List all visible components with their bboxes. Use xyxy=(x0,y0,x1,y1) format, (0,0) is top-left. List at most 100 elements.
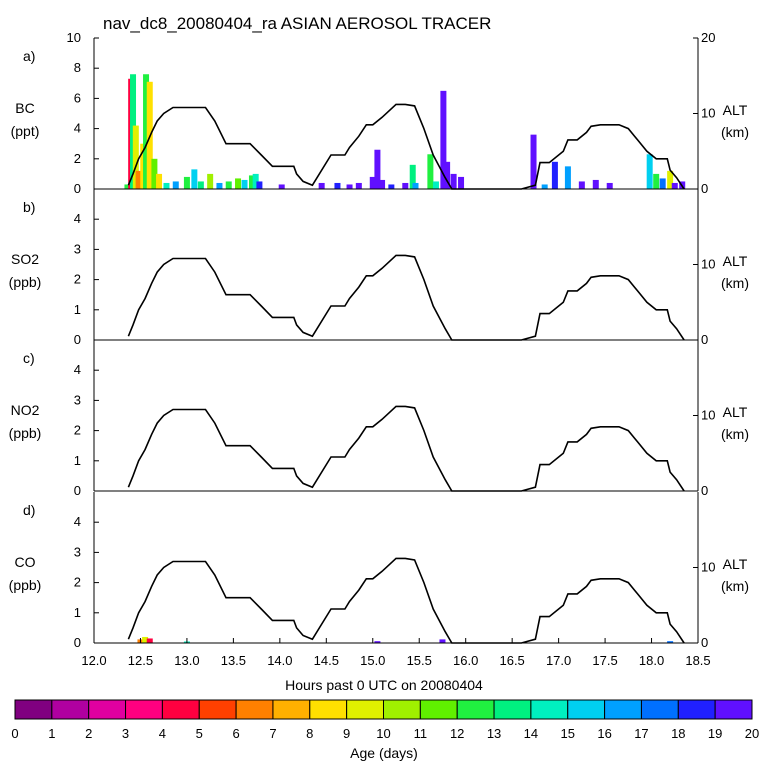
tracer-bar-a-16 xyxy=(216,182,223,189)
colorbar-tick-6: 6 xyxy=(232,726,239,741)
tracer-bar-a-49 xyxy=(653,173,660,189)
tracer-bar-a-33 xyxy=(409,164,416,189)
altitude-line-a xyxy=(127,103,685,190)
colorbar-tick-16: 16 xyxy=(597,726,611,741)
species-label-c: NO2 xyxy=(11,402,40,418)
alt-tick-label-d-0: 0 xyxy=(701,635,708,650)
tracer-bar-a-50 xyxy=(659,178,666,189)
tracer-bar-a-12 xyxy=(183,176,190,189)
y-tick-label-b-3: 3 xyxy=(74,241,81,256)
colorbar-tick-17: 17 xyxy=(634,726,648,741)
colorbar-tick-0: 0 xyxy=(11,726,18,741)
tracer-bar-a-31 xyxy=(388,184,395,189)
y-tick-label-a-4: 8 xyxy=(74,60,81,75)
tracer-bar-a-48 xyxy=(646,154,653,189)
panel-c: 0 1 2 3 4 0 10 c) NO2 (ppb) ALT (km) xyxy=(9,340,749,498)
alt-label-c: ALT xyxy=(723,404,748,420)
y-tick-label-d-0: 0 xyxy=(74,635,81,650)
x-tick-label-11: 17.5 xyxy=(592,653,617,668)
colorbar-swatch-2 xyxy=(88,699,127,720)
colorbar-tick-5: 5 xyxy=(196,726,203,741)
alt-unit-b: (km) xyxy=(721,275,749,291)
x-tick-label-4: 14.0 xyxy=(267,653,292,668)
tracer-bar-a-41 xyxy=(530,134,537,189)
x-tick-label-5: 14.5 xyxy=(314,653,339,668)
colorbar-tick-20: 20 xyxy=(745,726,759,741)
colorbar-swatch-11 xyxy=(419,699,458,720)
panel-a: 0 2 4 6 8 10 0 10 20 a) BC (ppt) ALT (km) xyxy=(11,30,749,196)
tracer-bar-a-4 xyxy=(135,170,142,189)
y-tick-label-c-4: 4 xyxy=(74,362,81,377)
unit-label-c: (ppb) xyxy=(9,425,42,441)
x-tick-label-9: 16.5 xyxy=(499,653,524,668)
tracer-bar-a-26 xyxy=(346,184,353,189)
colorbar-swatch-5 xyxy=(198,699,237,720)
x-tick-label-3: 13.5 xyxy=(221,653,246,668)
tracer-bar-a-8 xyxy=(151,158,158,189)
colorbar-tick-12: 12 xyxy=(450,726,464,741)
colorbar-swatch-8 xyxy=(309,699,348,720)
colorbar-swatch-9 xyxy=(346,699,384,720)
alt-unit-c: (km) xyxy=(721,426,749,442)
colorbar-tick-1: 1 xyxy=(48,726,55,741)
colorbar-swatch-13 xyxy=(493,699,532,720)
tracer-bar-a-9 xyxy=(156,173,163,189)
y-tick-label-b-2: 2 xyxy=(74,272,81,287)
colorbar-tick-9: 9 xyxy=(343,726,350,741)
y-tick-label-a-3: 6 xyxy=(74,90,81,105)
colorbar-tick-15: 15 xyxy=(561,726,575,741)
x-tick-label-2: 13.0 xyxy=(174,653,199,668)
y-tick-label-a-2: 4 xyxy=(74,121,81,136)
colorbar-swatch-3 xyxy=(125,699,163,720)
tracer-bar-a-25 xyxy=(334,182,341,189)
colorbar-swatch-17 xyxy=(640,699,679,720)
tracer-bar-a-44 xyxy=(564,166,571,189)
y-tick-label-c-2: 2 xyxy=(74,423,81,438)
y-tick-label-d-2: 2 xyxy=(74,575,81,590)
x-tick-label-12: 18.0 xyxy=(639,653,664,668)
colorbar-tick-8: 8 xyxy=(306,726,313,741)
alt-tick-label-b-1: 10 xyxy=(701,257,715,272)
altitude-line-d xyxy=(127,557,685,644)
tracer-bar-a-23 xyxy=(278,184,285,189)
tracer-bar-a-19 xyxy=(241,179,248,189)
alt-unit-a: (km) xyxy=(721,124,749,140)
y-tick-label-c-3: 3 xyxy=(74,392,81,407)
x-tick-label-10: 17.0 xyxy=(546,653,571,668)
tracer-bar-a-47 xyxy=(606,182,613,189)
tracer-bar-a-38 xyxy=(444,161,451,189)
tracer-bar-a-14 xyxy=(197,181,204,189)
colorbar-swatch-0 xyxy=(14,699,53,720)
tracer-bar-a-15 xyxy=(207,173,214,189)
alt-tick-label-c-1: 10 xyxy=(701,408,715,423)
tracer-bar-a-32 xyxy=(402,182,409,189)
colorbar-swatch-19 xyxy=(714,699,753,720)
tracer-bar-a-29 xyxy=(374,149,381,189)
unit-label-b: (ppb) xyxy=(9,274,42,290)
tracer-bar-a-20 xyxy=(248,175,255,189)
tracer-bar-d-6 xyxy=(667,641,674,643)
x-axis: 12.0 12.5 13.0 13.5 14.0 14.5 15.0 15.5 16.0 16.5… xyxy=(81,638,711,668)
colorbar-label: Age (days) xyxy=(350,745,418,761)
y-tick-label-a-0: 0 xyxy=(74,181,81,196)
y-tick-label-c-1: 1 xyxy=(74,453,81,468)
colorbar-tick-11: 11 xyxy=(414,726,428,741)
tracer-bar-a-39 xyxy=(450,173,457,189)
y-tick-label-d-4: 4 xyxy=(74,514,81,529)
tracer-bar-a-0 xyxy=(124,184,131,189)
panel-b: 0 1 2 3 4 0 10 b) SO2 (ppb) ALT (km) xyxy=(9,189,749,347)
y-tick-label-b-4: 4 xyxy=(74,211,81,226)
tracer-bar-a-13 xyxy=(191,169,198,189)
x-axis-label: Hours past 0 UTC on 20080404 xyxy=(285,677,483,693)
tracer-bar-a-18 xyxy=(235,178,242,189)
y-tick-label-a-1: 2 xyxy=(74,151,81,166)
unit-label-d: (ppb) xyxy=(9,577,42,593)
tracer-bar-a-24 xyxy=(318,182,325,189)
y-tick-label-b-0: 0 xyxy=(74,332,81,347)
tracer-bar-a-28 xyxy=(369,176,376,189)
x-tick-label-13: 18.5 xyxy=(685,653,710,668)
tracer-bar-d-2 xyxy=(146,638,153,643)
tracer-bar-d-1 xyxy=(142,636,149,643)
age-colorbar: 0 1 2 3 4 5 6 7 8 9 10 11 12 13 14 15 16 17 18 19 20 xyxy=(11,699,759,741)
